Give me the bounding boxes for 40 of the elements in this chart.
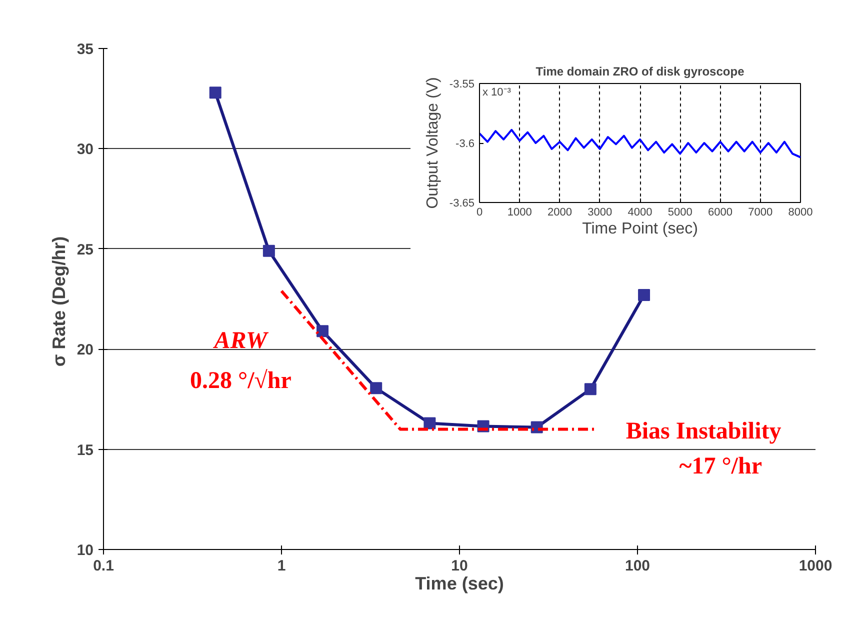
point — [316, 325, 329, 338]
y-tick-label: 30 — [76, 141, 94, 158]
annotation: ARW — [212, 328, 269, 354]
x-tick-label: 7000 — [748, 206, 773, 218]
y-tick-label: 25 — [76, 241, 94, 258]
x-tick-label: 1000 — [507, 206, 532, 218]
y-tick-label: -3.6 — [456, 138, 475, 150]
x-tick-label: 0 — [476, 206, 483, 218]
annotation: Bias Instability — [626, 418, 782, 444]
point — [638, 288, 650, 301]
x-axis-title: Time Point (sec) — [582, 220, 698, 238]
point — [424, 417, 436, 430]
y-tick-label: 35 — [76, 41, 94, 58]
y-tick-label: -3.65 — [449, 198, 475, 210]
y-tick-label: 15 — [76, 442, 94, 459]
annotation: ~17 °/hr — [679, 453, 762, 480]
annotation: 0.28 °/√hr — [190, 368, 292, 394]
x-tick-label: 3000 — [588, 206, 612, 218]
y-tick-label: -3.55 — [449, 78, 475, 90]
x-tick-label: 100 — [624, 558, 650, 574]
x-tick-label: 5000 — [668, 206, 692, 218]
point — [262, 244, 275, 257]
point — [370, 382, 382, 394]
x-tick-label: 2000 — [548, 206, 572, 218]
chart-title: Time domain ZRO of disk gyroscope — [536, 64, 745, 78]
x-tick-label: 0.1 — [93, 558, 114, 574]
x-tick-label: 8000 — [788, 206, 813, 218]
x-tick-label: 4000 — [628, 206, 652, 218]
line-series — [480, 128, 800, 158]
x-tick-label: 1 — [277, 558, 286, 574]
y-tick-label: 10 — [76, 542, 94, 559]
y-axis-title: Output Voltage (V) — [424, 77, 442, 209]
y-axis-title: σ Rate (Deg/hr) — [48, 236, 69, 367]
annotation: x 10⁻³ — [482, 86, 512, 98]
y-tick-label: 20 — [76, 342, 94, 359]
x-tick-label: 6000 — [708, 206, 732, 218]
x-tick-label: 1000 — [798, 558, 832, 574]
point — [584, 383, 596, 396]
x-axis-title: Time (sec) — [415, 574, 504, 594]
point — [209, 86, 222, 99]
